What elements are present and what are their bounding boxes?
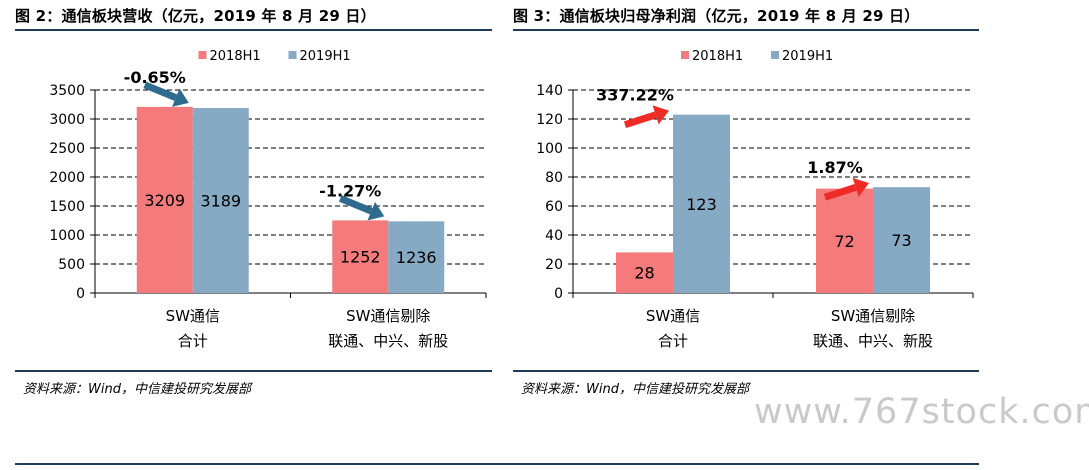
source-divider <box>513 370 979 372</box>
data-label: 3209 <box>144 191 185 210</box>
data-label: 1236 <box>396 248 437 267</box>
x-tick-label: 合计 <box>658 332 688 350</box>
y-tick-label: 40 <box>545 228 563 244</box>
y-tick-label: 500 <box>58 257 85 273</box>
source-note: 资料来源：Wind，中信建投研究发展部 <box>23 382 251 397</box>
x-tick-label: SW通信 <box>646 307 700 325</box>
arrow-head <box>652 105 669 125</box>
y-tick-label: 0 <box>76 286 85 302</box>
legend-swatch-2018H1 <box>681 51 689 59</box>
arrow-shaft <box>623 111 657 128</box>
data-label: 3189 <box>200 192 241 211</box>
growth-arrow <box>623 105 669 128</box>
arrow-head <box>367 201 385 221</box>
change-annotation: 337.22% <box>596 86 674 105</box>
legend-label: 2018H1 <box>210 49 261 64</box>
data-label: 28 <box>634 264 654 283</box>
bar-2019H1 <box>673 114 730 294</box>
legend-label: 2019H1 <box>300 49 351 64</box>
y-tick-label: 2500 <box>49 141 85 157</box>
legend-swatch-2019H1 <box>288 51 297 59</box>
change-annotation: -1.27% <box>319 181 381 200</box>
arrow-shaft <box>823 184 857 201</box>
title-divider <box>513 29 979 31</box>
x-tick-label: SW通信剔除 <box>346 307 430 325</box>
bar-2018H1 <box>136 106 193 294</box>
source-divider <box>15 370 492 372</box>
revenue-chart: 0 500 1000 1500 2000 2500 3000 3500 2018H1 2019H1… <box>49 49 487 350</box>
legend-label: 2018H1 <box>692 49 743 64</box>
bar-2018H1 <box>616 252 673 293</box>
growth-arrow <box>823 177 869 201</box>
x-tick-label: 联通、中兴、新股 <box>328 332 448 350</box>
bar-2018H1 <box>332 220 389 293</box>
y-tick-label: 3000 <box>49 112 85 128</box>
data-label: 73 <box>891 231 911 250</box>
net-profit-chart: 0 20 40 60 80 100 120 140 2018H1 2019H1 28 123 SW通信合… <box>536 49 974 350</box>
x-tick-label: 联通、中兴、新股 <box>813 332 933 350</box>
arrow-shaft <box>143 81 178 101</box>
bar-2019H1 <box>873 187 930 293</box>
change-annotation: 1.87% <box>807 158 863 177</box>
y-tick-label: 80 <box>545 170 563 186</box>
data-label: 72 <box>834 232 854 251</box>
watermark: www.767stock.com <box>754 392 1089 432</box>
page-bottom-divider <box>15 463 979 465</box>
y-tick-label: 20 <box>545 257 563 273</box>
y-tick-label: 1000 <box>49 228 85 244</box>
legend-label: 2019H1 <box>782 49 833 64</box>
y-tick-label: 0 <box>554 286 563 302</box>
y-tick-label: 2000 <box>49 170 85 186</box>
y-tick-label: 140 <box>536 83 563 99</box>
source-note: 资料来源：Wind，中信建投研究发展部 <box>521 382 749 397</box>
x-tick-label: 合计 <box>178 332 208 350</box>
y-tick-label: 120 <box>536 112 563 128</box>
revenue-figure: 图 2：通信板块营收（亿元，2019 年 8 月 29 日） 0 500 1000 1… <box>15 0 492 405</box>
data-label: 1252 <box>340 248 381 267</box>
bar-2019H1 <box>388 221 445 293</box>
y-tick-label: 1500 <box>49 199 85 215</box>
y-tick-label: 3500 <box>49 83 85 99</box>
y-tick-label: 60 <box>545 199 563 215</box>
change-annotation: -0.65% <box>124 68 186 87</box>
bar-2019H1 <box>192 108 249 294</box>
y-tick-label: 100 <box>536 141 563 157</box>
arrow-shaft <box>338 195 373 215</box>
title-divider <box>15 29 492 31</box>
arrow-head <box>852 177 869 197</box>
data-label: 123 <box>686 195 717 214</box>
figure-title: 图 2：通信板块营收（亿元，2019 年 8 月 29 日） <box>15 7 376 25</box>
figure-title: 图 3：通信板块归母净利润（亿元，2019 年 8 月 29 日） <box>513 7 920 25</box>
decline-arrow <box>143 81 189 107</box>
legend-swatch-2018H1 <box>198 51 207 59</box>
decline-arrow <box>338 195 385 221</box>
x-tick-label: SW通信剔除 <box>831 307 915 325</box>
legend-swatch-2019H1 <box>771 51 779 59</box>
net-profit-figure: 图 3：通信板块归母净利润（亿元，2019 年 8 月 29 日） 0 20 40 6… <box>513 0 979 405</box>
bar-2018H1 <box>816 188 873 293</box>
x-tick-label: SW通信 <box>166 307 220 325</box>
arrow-head <box>172 88 189 107</box>
